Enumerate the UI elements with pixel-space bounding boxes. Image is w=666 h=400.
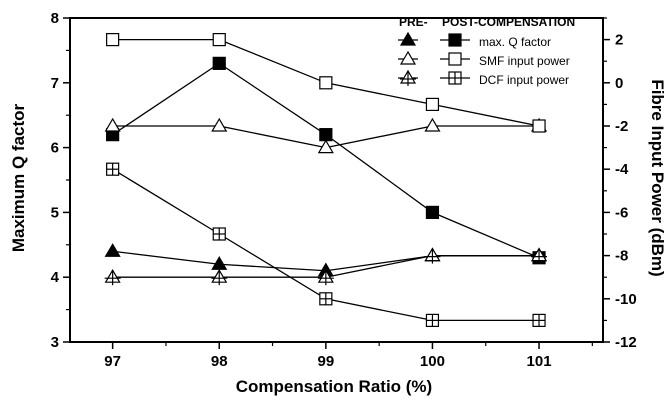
left-y-tick-label: 3 xyxy=(51,334,59,351)
legend-header-pre: PRE- xyxy=(399,15,428,29)
data-point-pre-dcf-input-power xyxy=(424,247,441,264)
x-axis-ticks: 97 98 99 100 101 xyxy=(104,342,593,370)
left-y-tick-label: 7 xyxy=(51,75,59,92)
legend-marker xyxy=(448,52,462,66)
data-point-pre-dcf-input-power xyxy=(211,269,228,286)
x-tick-label: 98 xyxy=(211,353,228,370)
data-point-post-smf-input-power-shape xyxy=(106,32,120,47)
data-point-post-dcf-input-power xyxy=(532,313,546,327)
x-tick-label: 100 xyxy=(420,353,445,370)
data-point-post-max-q-factor xyxy=(319,128,333,142)
data-point-pre-dcf-input-power xyxy=(317,269,334,286)
right-y-axis-ticks: -12 -10 -8 -6 -4 -2 0 2 xyxy=(603,17,637,351)
legend-marker-shape xyxy=(448,52,462,66)
data-point-post-max-q-factor-shape xyxy=(319,128,333,142)
data-point-post-dcf-input-power xyxy=(212,227,226,241)
legend-marker xyxy=(399,50,417,65)
legend-marker-row xyxy=(398,50,470,66)
legend-marker-shape xyxy=(399,31,417,46)
series-post-dcf-input-power xyxy=(106,162,546,327)
series-layer xyxy=(104,32,548,327)
legend-marker-row xyxy=(398,31,470,47)
x-tick-label: 101 xyxy=(527,353,552,370)
data-point-post-smf-input-power-shape xyxy=(212,32,226,47)
legend-header-post: POST-COMPENSATION xyxy=(442,15,575,29)
right-y-axis-title: Fibre Input Power (dBm) xyxy=(648,79,666,276)
data-point-post-smf-input-power xyxy=(212,32,226,47)
series-post-smf-input-power xyxy=(106,32,546,133)
legend-label-dcf: DCF input power xyxy=(479,73,569,87)
legend: PRE- POST-COMPENSATION max. Q factor SMF… xyxy=(398,15,575,87)
data-point-post-smf-input-power xyxy=(532,119,546,133)
data-point-pre-dcf-input-power xyxy=(530,247,548,264)
data-point-post-dcf-input-power xyxy=(319,292,333,306)
data-point-pre-smf-input-power xyxy=(424,117,441,132)
legend-marker xyxy=(399,69,417,86)
data-point-post-max-q-factor xyxy=(212,56,226,70)
left-y-tick-label: 4 xyxy=(51,269,60,286)
data-point-pre-max-q-factor xyxy=(104,243,121,257)
x-axis-title: Compensation Ratio (%) xyxy=(236,377,432,396)
data-point-post-dcf-input-power xyxy=(106,162,120,176)
series-pre-dcf-input-power xyxy=(104,247,548,286)
legend-marker-shape xyxy=(448,33,462,47)
series-line-post-max-q-factor xyxy=(112,62,540,259)
data-point-post-max-q-factor-shape xyxy=(212,56,226,70)
data-point-post-smf-input-power xyxy=(319,76,333,90)
left-y-tick-label: 5 xyxy=(51,204,59,221)
left-y-axis-ticks: 3 4 5 6 7 8 xyxy=(51,10,70,351)
legend-label-max-q: max. Q factor xyxy=(479,35,551,49)
legend-markers xyxy=(398,31,470,86)
right-y-tick-label: -6 xyxy=(615,204,628,221)
left-y-tick-label: 8 xyxy=(51,10,59,27)
legend-label-smf: SMF input power xyxy=(479,54,570,68)
data-point-post-smf-input-power-shape xyxy=(425,97,440,112)
data-point-post-max-q-factor-shape xyxy=(425,205,440,219)
data-point-pre-dcf-input-power xyxy=(104,269,121,286)
right-y-tick-label: -4 xyxy=(615,161,629,178)
data-point-pre-smf-input-power xyxy=(104,117,121,132)
legend-marker-row xyxy=(398,69,470,86)
data-point-pre-smf-input-power xyxy=(317,139,334,154)
data-point-post-max-q-factor xyxy=(425,205,440,219)
data-point-pre-smf-input-power-shape xyxy=(104,117,121,132)
data-point-post-dcf-input-power xyxy=(425,313,440,327)
legend-marker-shape xyxy=(399,50,417,65)
left-y-axis-title: Maximum Q factor xyxy=(9,103,28,252)
x-tick-label: 99 xyxy=(317,353,334,370)
right-y-tick-label: -8 xyxy=(615,248,628,265)
data-point-post-smf-input-power-shape xyxy=(319,76,333,90)
legend-marker xyxy=(448,33,462,47)
right-y-tick-label: -12 xyxy=(615,334,637,351)
right-y-tick-label: -2 xyxy=(615,118,628,135)
data-point-pre-max-q-factor-shape xyxy=(104,243,121,257)
data-point-post-smf-input-power xyxy=(106,32,120,47)
data-point-pre-smf-input-power-shape xyxy=(211,117,228,132)
data-point-pre-smf-input-power-shape xyxy=(317,139,334,154)
data-point-pre-smf-input-power xyxy=(211,117,228,132)
right-y-tick-label: 0 xyxy=(615,75,623,92)
data-point-post-smf-input-power-shape xyxy=(532,119,546,133)
left-y-tick-label: 6 xyxy=(51,140,59,157)
data-point-post-smf-input-power xyxy=(425,97,440,112)
right-y-tick-label: 2 xyxy=(615,32,623,49)
legend-marker xyxy=(399,31,417,46)
legend-marker xyxy=(448,71,462,85)
right-y-tick-label: -10 xyxy=(615,291,637,308)
data-point-pre-smf-input-power-shape xyxy=(424,117,441,132)
x-tick-label: 97 xyxy=(104,353,121,370)
